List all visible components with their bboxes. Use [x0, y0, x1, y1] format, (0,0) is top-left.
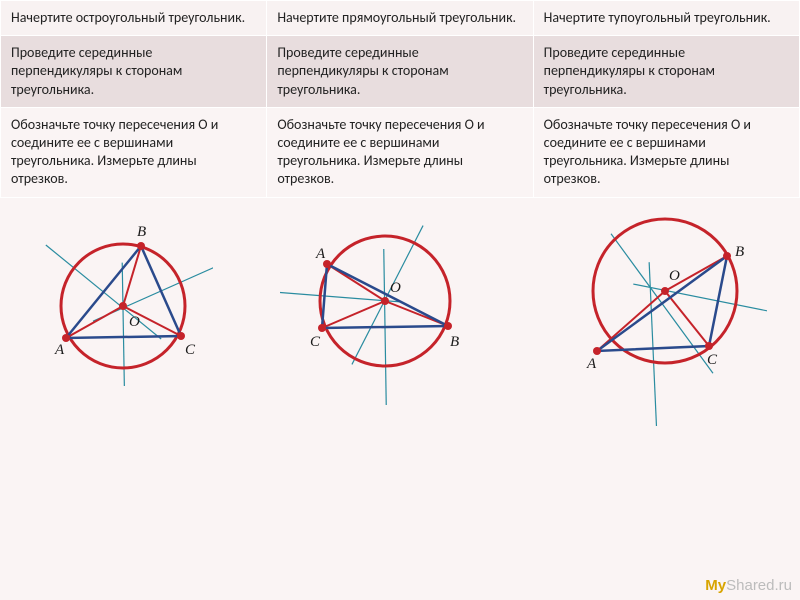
diagram-row: A B C O A B C O A B C O: [0, 198, 800, 426]
svg-text:C: C: [185, 342, 196, 358]
svg-text:O: O: [669, 268, 680, 284]
cell-r2c0: Обозначьте точку пересечения О и соедини…: [1, 107, 267, 197]
svg-text:B: B: [735, 244, 744, 260]
cell-r1c1: Проведите серединные перпендикуляры к ст…: [267, 36, 533, 108]
cell-r0c2: Начертите тупоугольный треугольник.: [533, 1, 799, 36]
cell-r2c2: Обозначьте точку пересечения О и соедини…: [533, 107, 799, 197]
diagram-acute: A B C O: [33, 206, 213, 386]
svg-text:B: B: [450, 334, 459, 350]
svg-text:O: O: [390, 280, 401, 296]
watermark-rest: Shared.ru: [726, 577, 792, 594]
svg-text:O: O: [129, 314, 140, 330]
watermark-prefix: My: [705, 577, 726, 594]
diagram-right: A B C O: [280, 206, 480, 406]
svg-text:A: A: [586, 356, 597, 372]
instruction-table: Начертите остроугольный треугольник. Нач…: [0, 0, 800, 198]
svg-text:C: C: [310, 334, 321, 350]
cell-r2c1: Обозначьте точку пересечения О и соедини…: [267, 107, 533, 197]
svg-text:B: B: [137, 224, 146, 240]
svg-text:A: A: [315, 246, 326, 262]
diagram-obtuse: A B C O: [547, 206, 767, 426]
cell-r1c0: Проведите серединные перпендикуляры к ст…: [1, 36, 267, 108]
watermark: MyShared.ru: [705, 577, 792, 594]
svg-text:A: A: [54, 342, 65, 358]
cell-r1c2: Проведите серединные перпендикуляры к ст…: [533, 36, 799, 108]
cell-r0c0: Начертите остроугольный треугольник.: [1, 1, 267, 36]
svg-text:C: C: [707, 352, 718, 368]
cell-r0c1: Начертите прямоугольный треугольник.: [267, 1, 533, 36]
